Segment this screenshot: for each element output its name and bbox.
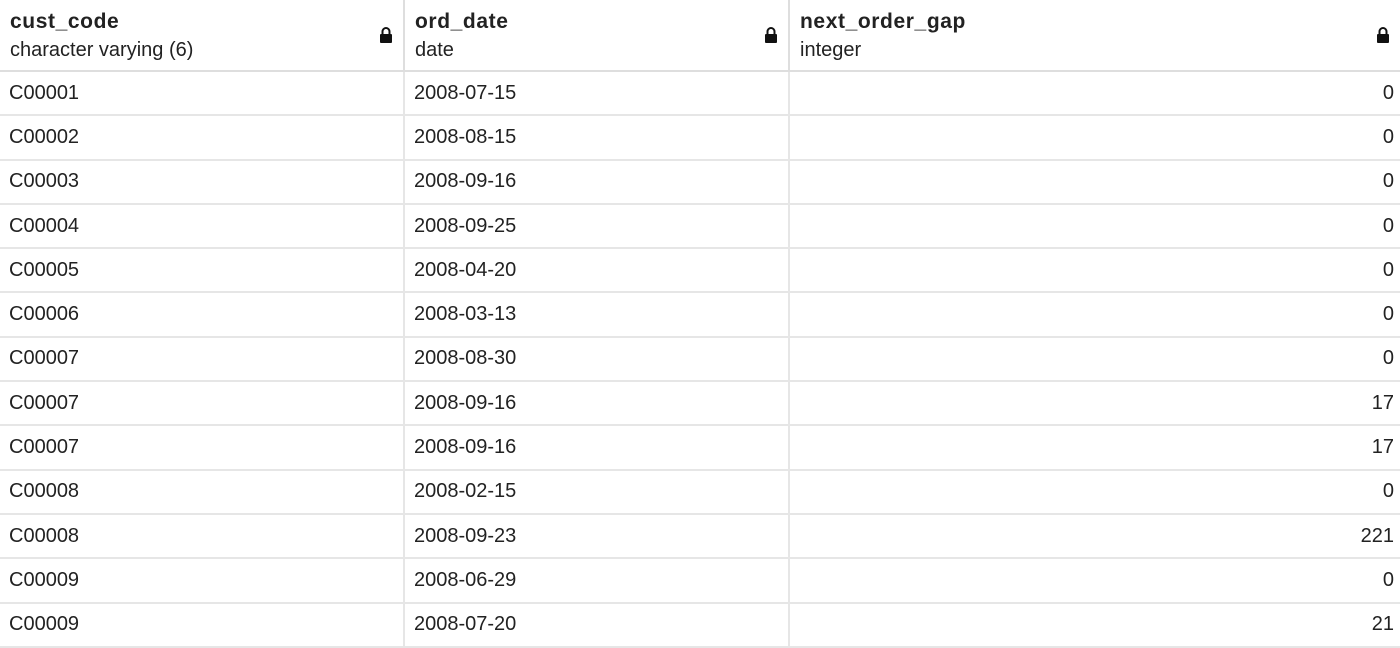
cell-cust-code[interactable]: C00009 xyxy=(0,603,405,646)
cell-next-order-gap[interactable]: 0 xyxy=(1382,303,1394,326)
table-row[interactable]: C00004 2008-09-25 0 xyxy=(0,204,1400,250)
cell-cust-code[interactable]: C00007 xyxy=(0,337,405,381)
cell-ord-date[interactable]: 2008-09-25 xyxy=(405,204,790,248)
cell-cust-code[interactable]: C00009 xyxy=(0,559,405,602)
cell-next-order-gap[interactable]: 0 xyxy=(1382,568,1394,591)
cell-ord-date[interactable]: 2008-09-23 xyxy=(405,514,790,558)
lock-icon xyxy=(380,27,392,43)
column-header-next-order-gap[interactable]: next_order_gap integer xyxy=(790,0,1400,70)
column-type: date xyxy=(415,39,454,61)
lock-icon xyxy=(1377,27,1389,43)
cell-cust-code[interactable]: C00004 xyxy=(0,204,405,248)
cell-ord-date[interactable]: 2008-07-15 xyxy=(405,72,790,115)
table-row[interactable]: C00002 2008-08-15 0 xyxy=(0,116,1400,161)
cell-next-order-gap[interactable]: 0 xyxy=(1382,480,1394,503)
cell-cust-code[interactable]: C00007 xyxy=(0,426,405,469)
table-row[interactable]: C00007 2008-09-16 17 xyxy=(0,426,1400,471)
cell-cust-code[interactable]: C00005 xyxy=(0,249,405,292)
cell-next-order-gap[interactable]: 21 xyxy=(1371,613,1394,636)
grid-body: C00001 2008-07-15 0 C00002 2008-08-15 0 … xyxy=(0,72,1400,648)
cell-next-order-gap[interactable]: 0 xyxy=(1382,347,1394,370)
cell-cust-code[interactable]: C00002 xyxy=(0,116,405,159)
column-header-cust-code[interactable]: cust_code character varying (6) xyxy=(0,0,405,70)
cell-ord-date[interactable]: 2008-07-20 xyxy=(405,603,790,646)
table-row[interactable]: C00003 2008-09-16 0 xyxy=(0,160,1400,205)
column-name: ord_date xyxy=(415,10,509,33)
lock-icon xyxy=(765,27,777,43)
column-type: integer xyxy=(800,39,862,61)
cell-next-order-gap[interactable]: 221 xyxy=(1360,524,1394,547)
cell-cust-code[interactable]: C00007 xyxy=(0,382,405,425)
cell-cust-code[interactable]: C00008 xyxy=(0,514,405,558)
cell-next-order-gap[interactable]: 17 xyxy=(1371,391,1394,414)
grid-header: cust_code character varying (6) ord_date… xyxy=(0,0,1400,72)
cell-next-order-gap[interactable]: 17 xyxy=(1371,436,1394,459)
cell-next-order-gap[interactable]: 0 xyxy=(1382,258,1394,281)
cell-next-order-gap[interactable]: 0 xyxy=(1382,170,1394,193)
table-row[interactable]: C00008 2008-02-15 0 xyxy=(0,470,1400,515)
table-row[interactable]: C00008 2008-09-23 221 xyxy=(0,514,1400,560)
cell-ord-date[interactable]: 2008-03-13 xyxy=(405,293,790,336)
cell-cust-code[interactable]: C00003 xyxy=(0,160,405,203)
cell-ord-date[interactable]: 2008-09-16 xyxy=(405,426,790,469)
cell-ord-date[interactable]: 2008-04-20 xyxy=(405,249,790,292)
table-row[interactable]: C00006 2008-03-13 0 xyxy=(0,293,1400,338)
cell-ord-date[interactable]: 2008-02-15 xyxy=(405,470,790,513)
column-type: character varying (6) xyxy=(10,39,194,61)
table-row[interactable]: C00009 2008-07-20 21 xyxy=(0,603,1400,648)
table-row[interactable]: C00009 2008-06-29 0 xyxy=(0,559,1400,604)
table-row[interactable]: C00007 2008-08-30 0 xyxy=(0,337,1400,383)
column-name: cust_code xyxy=(10,10,120,33)
table-row[interactable]: C00001 2008-07-15 0 xyxy=(0,72,1400,117)
cell-cust-code[interactable]: C00006 xyxy=(0,293,405,336)
cell-next-order-gap[interactable]: 0 xyxy=(1382,81,1394,104)
cell-ord-date[interactable]: 2008-09-16 xyxy=(405,382,790,425)
table-row[interactable]: C00007 2008-09-16 17 xyxy=(0,382,1400,427)
column-header-ord-date[interactable]: ord_date date xyxy=(405,0,790,70)
cell-next-order-gap[interactable]: 0 xyxy=(1382,214,1394,237)
cell-cust-code[interactable]: C00001 xyxy=(0,72,405,115)
table-row[interactable]: C00005 2008-04-20 0 xyxy=(0,249,1400,294)
cell-ord-date[interactable]: 2008-06-29 xyxy=(405,559,790,602)
cell-ord-date[interactable]: 2008-08-30 xyxy=(405,337,790,381)
cell-next-order-gap[interactable]: 0 xyxy=(1382,125,1394,148)
cell-ord-date[interactable]: 2008-08-15 xyxy=(405,116,790,159)
cell-cust-code[interactable]: C00008 xyxy=(0,470,405,513)
column-name: next_order_gap xyxy=(800,10,966,33)
cell-ord-date[interactable]: 2008-09-16 xyxy=(405,160,790,203)
